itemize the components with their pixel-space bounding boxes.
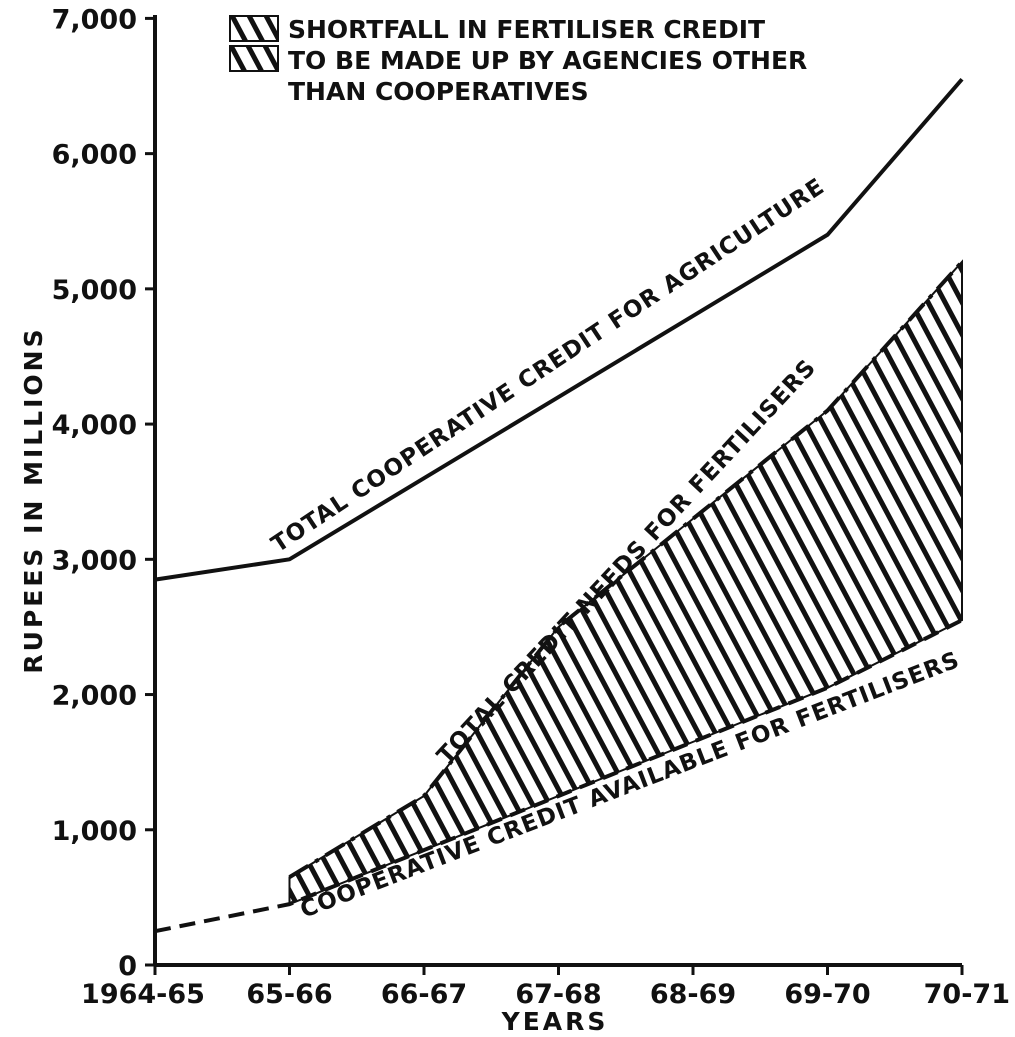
x-tick-label: 1964-65	[81, 979, 205, 1010]
x-tick-label: 69-70	[784, 979, 870, 1010]
y-tick-label: 1,000	[52, 816, 137, 847]
y-tick-label: 2,000	[52, 681, 137, 712]
y-tick-label: 3,000	[52, 545, 137, 576]
x-tick-label: 67-68	[515, 979, 601, 1010]
series-line-cooperative-credit-available	[154, 618, 963, 934]
x-tick-label: 65-66	[246, 979, 332, 1010]
x-tick-label: 70-71	[924, 979, 1010, 1010]
y-tick-label: 5,000	[52, 275, 137, 306]
series-line-total-credit-needs	[288, 260, 964, 879]
legend: SHORTFALL IN FERTILISER CREDIT TO BE MAD…	[229, 15, 807, 106]
series-lines-layer	[154, 77, 964, 934]
x-axis-title: YEARS	[501, 1007, 609, 1036]
x-tick-label: 68-69	[650, 979, 736, 1010]
y-tick-label: 4,000	[52, 410, 137, 441]
legend-line-2: TO BE MADE UP BY AGENCIES OTHER	[288, 46, 807, 75]
x-tick-label: 66-67	[381, 979, 467, 1010]
y-axis-title: RUPEES IN MILLIONS	[19, 326, 48, 673]
y-tick-label: 0	[118, 951, 137, 982]
series-line-total-cooperative-credit	[154, 77, 964, 582]
legend-line-1: SHORTFALL IN FERTILISER CREDIT	[288, 15, 765, 44]
y-tick-label: 6,000	[52, 140, 137, 171]
y-tick-label: 7,000	[52, 4, 137, 35]
legend-swatch	[229, 15, 279, 72]
legend-line-3: THAN COOPERATIVES	[288, 77, 589, 106]
ticks-layer: 0 1,000 2,000 3,000 4,000 5,000 6,000 7,000 1964…	[52, 4, 1010, 1010]
